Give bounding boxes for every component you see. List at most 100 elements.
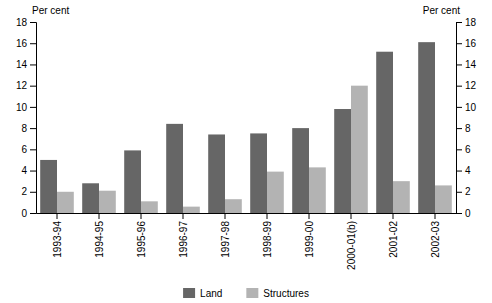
bar — [334, 109, 351, 213]
bar — [57, 192, 74, 213]
tick-label: 12 — [465, 80, 477, 91]
bar — [124, 150, 141, 213]
tick-mark — [141, 213, 142, 219]
tick-mark — [30, 149, 36, 150]
bar — [40, 160, 57, 213]
bar — [267, 172, 284, 213]
tick: 12 — [456, 80, 477, 91]
tick-mark — [456, 43, 462, 44]
tick: 1993-94 — [52, 213, 63, 258]
tick-label: 0 — [21, 208, 27, 219]
tick-label: 2000-01(b) — [346, 221, 357, 270]
legend: Land Structures — [183, 288, 309, 299]
tick: 0 — [21, 208, 36, 219]
tick: 1998-99 — [262, 213, 273, 258]
tick: 4 — [21, 165, 36, 176]
tick-label: 1999-00 — [304, 221, 315, 258]
tick-mark — [456, 171, 462, 172]
tick: 10 — [16, 102, 36, 113]
tick-label: 0 — [465, 208, 471, 219]
tick: 6 — [21, 144, 36, 155]
tick: 1999-00 — [304, 213, 315, 258]
bar — [82, 183, 99, 213]
plot: 0246810121416180246810121416181993-94199… — [16, 17, 477, 270]
tick: 10 — [456, 102, 477, 113]
tick-mark — [30, 128, 36, 129]
legend-label: Land — [200, 288, 222, 299]
tick-mark — [435, 213, 436, 219]
tick-mark — [456, 128, 462, 129]
tick-mark — [30, 64, 36, 65]
tick-mark — [267, 213, 268, 219]
tick-label: 14 — [16, 59, 28, 70]
tick-label: 14 — [465, 59, 477, 70]
bar — [250, 133, 267, 213]
tick-mark — [99, 213, 100, 219]
tick-label: 2 — [21, 186, 27, 197]
tick-label: 18 — [465, 17, 477, 28]
bar — [225, 199, 242, 213]
tick-mark — [30, 107, 36, 108]
tick: 2002-03 — [430, 213, 441, 258]
tick: 1996-97 — [178, 213, 189, 258]
tick-mark — [57, 213, 58, 219]
tick-label: 6 — [465, 144, 471, 155]
bar — [393, 181, 410, 213]
tick: 18 — [456, 17, 477, 28]
legend-swatch — [246, 288, 258, 298]
tick: 8 — [21, 123, 36, 134]
tick-mark — [351, 213, 352, 219]
axis-label: Per cent — [32, 5, 69, 16]
bar-series — [57, 86, 452, 213]
legend-swatch — [183, 288, 195, 298]
tick-mark — [456, 192, 462, 193]
tick: 12 — [16, 80, 36, 91]
tick-mark — [30, 43, 36, 44]
y-axis: 0 2 4 6 8 10 12 14 16 18 — [16, 17, 37, 219]
tick: 16 — [16, 38, 36, 49]
tick-mark — [30, 213, 36, 214]
tick-label: 2001-02 — [388, 221, 399, 258]
tick-label: 1998-99 — [262, 221, 273, 258]
tick-mark — [456, 86, 462, 87]
tick: 8 — [456, 123, 471, 134]
tick-mark — [225, 213, 226, 219]
tick-mark — [309, 213, 310, 219]
tick-label: 16 — [16, 38, 28, 49]
bar — [166, 124, 183, 213]
tick: 2 — [21, 186, 36, 197]
tick-mark — [393, 213, 394, 219]
tick-label: 10 — [16, 102, 28, 113]
tick-label: 16 — [465, 38, 477, 49]
tick-label: 4 — [21, 165, 27, 176]
tick-mark — [456, 213, 462, 214]
tick: 18 — [16, 17, 36, 28]
bar — [435, 185, 452, 213]
chart: 0246810121416180246810121416181993-94199… — [0, 0, 492, 303]
tick-label: 8 — [465, 123, 471, 134]
legend-label: Structures — [263, 288, 309, 299]
tick-label: 2 — [465, 186, 471, 197]
tick-mark — [456, 22, 462, 23]
bar — [208, 134, 225, 213]
tick: 2 — [456, 186, 471, 197]
y2-axis: 024681012141618 — [456, 17, 477, 219]
bar — [99, 191, 116, 213]
tick: 2001-02 — [388, 213, 399, 258]
bar — [183, 207, 200, 213]
tick-label: 18 — [16, 17, 28, 28]
tick: 1997-98 — [220, 213, 231, 258]
tick-mark — [30, 192, 36, 193]
bar — [376, 52, 393, 213]
tick-label: 12 — [16, 80, 28, 91]
axis-line — [30, 23, 37, 214]
bars — [40, 42, 452, 213]
tick-label: 10 — [465, 102, 477, 113]
tick-label: 1994-95 — [94, 221, 105, 258]
bar — [351, 86, 368, 213]
legend-item: Structures — [246, 288, 309, 299]
tick-label: 2002-03 — [430, 221, 441, 258]
tick-mark — [30, 86, 36, 87]
axis-line — [457, 23, 463, 214]
bar — [309, 167, 326, 213]
